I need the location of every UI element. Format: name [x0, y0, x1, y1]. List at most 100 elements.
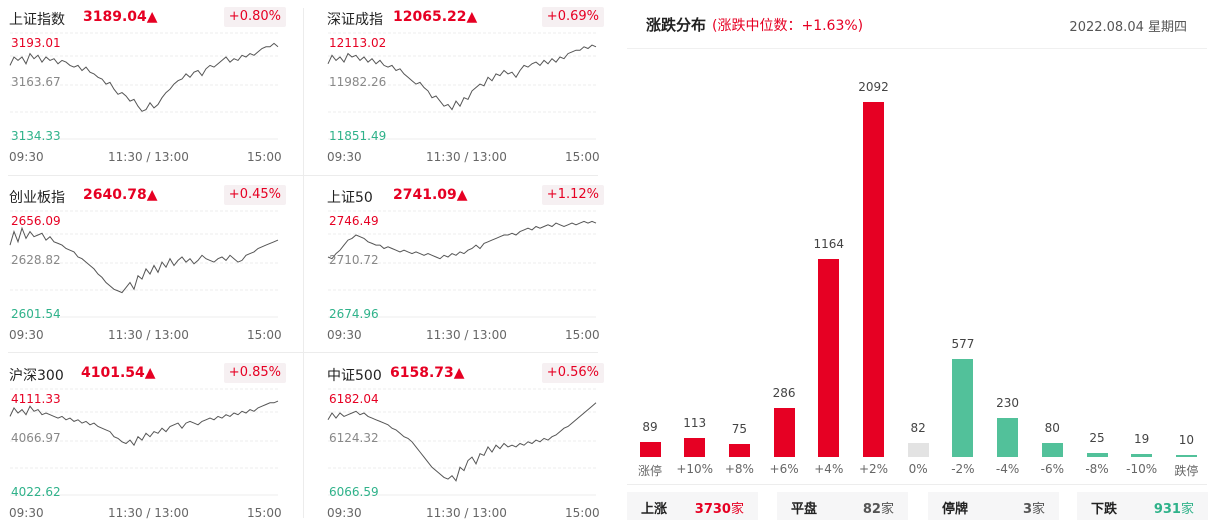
index-value: 12065.22▲ [393, 9, 478, 25]
index-change: +0.69% [541, 7, 604, 27]
time-start-label: 09:30 [327, 150, 362, 164]
bar-category-label: -6% [1040, 462, 1064, 476]
distribution-bar[interactable] [728, 444, 750, 457]
distribution-bar[interactable] [773, 408, 795, 457]
bar-value-label: 1164 [813, 237, 845, 252]
summary-unit: 家 [730, 502, 744, 517]
bar-category-label: -4% [995, 462, 1020, 476]
price-high-label: 2656.09 [11, 214, 61, 228]
header-divider [627, 48, 1207, 49]
time-end-label: 15:00 [565, 328, 600, 342]
bar-value-label: 577 [951, 337, 975, 352]
summary-label: 下跌 [1091, 502, 1118, 517]
index-value: 2741.09▲ [393, 187, 468, 203]
index-change: +0.56% [541, 363, 604, 383]
bar-category-label: +8% [724, 462, 754, 476]
index-name: 上证50 [327, 190, 373, 206]
index-card[interactable]: 上证50 2741.09▲ +1.12% 2746.49 2710.72 2674.96 0… [326, 178, 616, 350]
index-name: 中证500 [327, 368, 382, 384]
time-mid-label: 11:30 / 13:00 [108, 328, 189, 342]
time-start-label: 09:30 [327, 328, 362, 342]
summary-value: 82家 [863, 498, 894, 517]
bar-category-label: 跌停 [1174, 464, 1199, 478]
bar-category-label: -8% [1085, 462, 1109, 476]
row-divider [8, 175, 598, 176]
distribution-bar[interactable] [684, 437, 706, 457]
index-card[interactable]: 沪深300 4101.54▲ +0.85% 4111.33 4066.97 4022.62… [8, 356, 298, 526]
time-end-label: 15:00 [565, 506, 600, 520]
time-end-label: 15:00 [247, 506, 282, 520]
bar-value-label: 286 [772, 386, 796, 401]
distribution-bar[interactable] [952, 359, 974, 457]
time-mid-label: 11:30 / 13:00 [108, 506, 189, 520]
bar-category-label: +4% [814, 462, 844, 476]
time-end-label: 15:00 [565, 150, 600, 164]
index-value: 2640.78▲ [83, 187, 158, 203]
time-end-label: 15:00 [247, 150, 282, 164]
bar-value-label: 82 [910, 421, 926, 436]
bar-value-label: 113 [683, 415, 707, 430]
price-mid-label: 2710.72 [329, 253, 379, 267]
price-low-label: 2674.96 [329, 307, 379, 321]
time-start-label: 09:30 [9, 506, 44, 520]
summary-box: 上涨 3730家 [627, 492, 758, 520]
bar-value-label: 75 [731, 422, 748, 437]
time-start-label: 09:30 [9, 150, 44, 164]
distribution-median: (涨跌中位数：+1.63%) [712, 18, 864, 34]
summary-box: 平盘 82家 [777, 492, 908, 520]
bar-value-label: 25 [1089, 430, 1105, 445]
distribution-bar[interactable] [818, 259, 840, 457]
price-line [9, 400, 279, 447]
summary-value: 3家 [1023, 498, 1045, 517]
price-high-label: 4111.33 [11, 392, 61, 406]
index-name: 上证指数 [9, 12, 65, 28]
summary-unit: 家 [1031, 502, 1045, 517]
intraday-chart [9, 210, 279, 318]
index-name: 创业板指 [9, 190, 65, 206]
distribution-bar[interactable] [1041, 443, 1063, 457]
bar-category-label: +6% [769, 462, 799, 476]
price-mid-label: 2628.82 [11, 253, 61, 267]
price-line [327, 44, 597, 111]
index-card[interactable]: 中证500 6158.73▲ +0.56% 6182.04 6124.32 6066.59… [326, 356, 616, 526]
bar-category-label: 0% [908, 462, 928, 476]
summary-label: 平盘 [791, 502, 818, 517]
bar-category-label: +2% [858, 462, 889, 476]
bar-category-label: -2% [951, 462, 975, 476]
price-line [327, 220, 597, 260]
index-card[interactable]: 上证指数 3189.04▲ +0.80% 3193.01 3163.67 3134.33 0… [8, 0, 298, 172]
summary-box: 下跌 931家 [1077, 492, 1208, 520]
price-line [327, 402, 597, 482]
distribution-bar[interactable] [863, 102, 884, 457]
distribution-bar[interactable] [1175, 455, 1197, 457]
distribution-panel: 涨跌分布 (涨跌中位数：+1.63%) 2022.08.04 星期四 89 涨停 1… [627, 0, 1213, 526]
distribution-bar[interactable] [1131, 453, 1153, 457]
summary-count: 3 [1022, 502, 1032, 517]
distribution-bar[interactable] [997, 417, 1019, 457]
distribution-bar[interactable] [639, 441, 661, 457]
price-low-label: 4022.62 [11, 485, 61, 499]
bar-value-label: 19 [1134, 431, 1150, 446]
distribution-bar[interactable] [1086, 452, 1108, 457]
index-name: 深证成指 [327, 12, 383, 28]
bar-category-label: 涨停 [637, 464, 662, 478]
price-low-label: 3134.33 [11, 129, 61, 143]
index-change: +1.12% [541, 185, 604, 205]
index-value: 6158.73▲ [390, 365, 465, 381]
price-low-label: 11851.49 [329, 129, 387, 143]
index-change: +0.85% [223, 363, 286, 383]
index-card[interactable]: 创业板指 2640.78▲ +0.45% 2656.09 2628.82 2601.54 0… [8, 178, 298, 350]
index-value: 4101.54▲ [81, 365, 156, 381]
time-end-label: 15:00 [247, 328, 282, 342]
price-mid-label: 3163.67 [11, 75, 61, 89]
index-panel: 上证指数 3189.04▲ +0.80% 3193.01 3163.67 3134.33 0… [0, 0, 605, 526]
distribution-bar[interactable] [907, 443, 929, 457]
summary-count: 931 [1153, 502, 1181, 517]
index-card[interactable]: 深证成指 12065.22▲ +0.69% 12113.02 11982.26 11851… [326, 0, 616, 172]
time-mid-label: 11:30 / 13:00 [426, 150, 507, 164]
index-name: 沪深300 [9, 368, 64, 384]
time-start-label: 09:30 [327, 506, 362, 520]
bar-value-label: 89 [642, 419, 658, 434]
bar-value-label: 10 [1178, 433, 1195, 447]
price-low-label: 6066.59 [329, 485, 379, 499]
